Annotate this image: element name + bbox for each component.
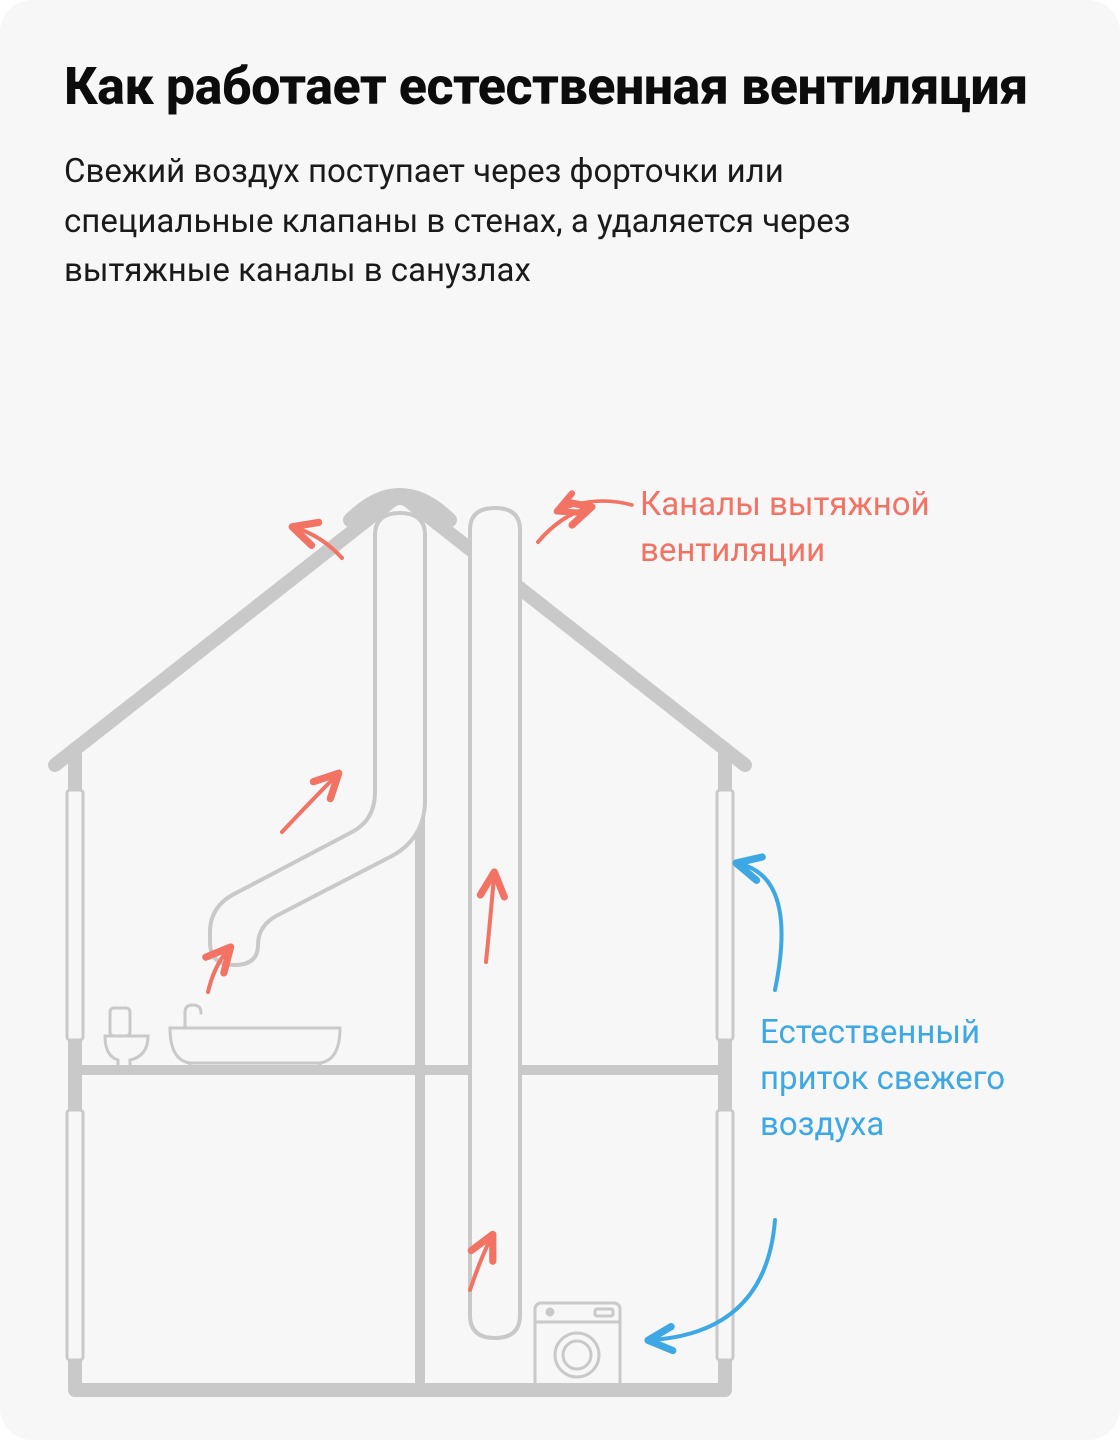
ventilation-card: Как работает естественная вентиляция Све… <box>0 0 1120 1440</box>
house-svg <box>40 460 1080 1420</box>
ventilation-diagram: Каналы вытяжной вентиляции Естественный … <box>0 460 1120 1440</box>
bathroom-fixtures <box>105 1005 620 1388</box>
bathtub-icon <box>170 1005 340 1070</box>
exhaust-ducts <box>210 508 520 1338</box>
exhaust-annotation: Каналы вытяжной вентиляции <box>640 482 1000 574</box>
card-description: Свежий воздух поступает через форточки и… <box>64 147 964 296</box>
intake-annotation: Естественный приток свежего воздуха <box>760 1010 1080 1149</box>
toilet-icon <box>105 1008 148 1068</box>
card-title: Как работает естественная вентиляция <box>64 56 1056 117</box>
washer-icon <box>535 1303 620 1388</box>
